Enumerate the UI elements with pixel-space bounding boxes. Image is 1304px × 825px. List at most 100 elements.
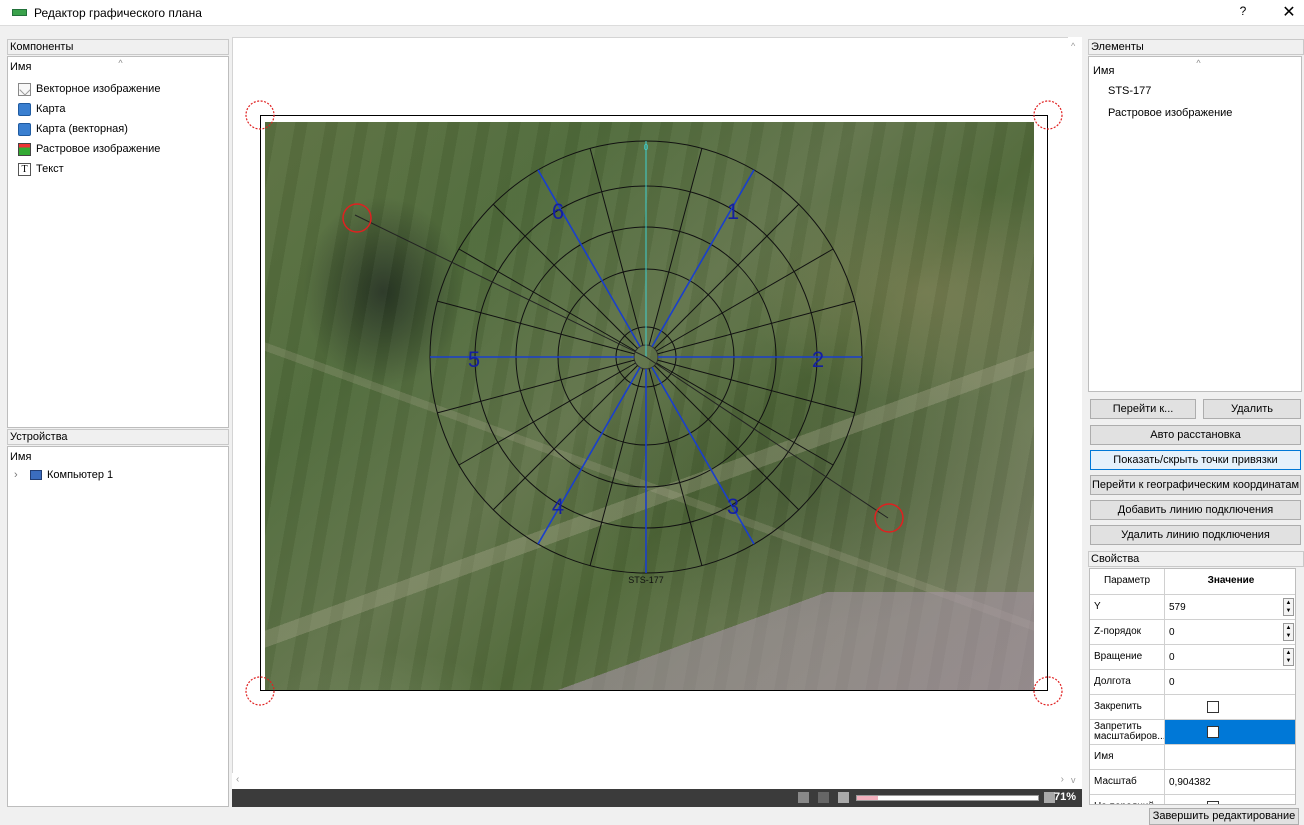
device-computer-1[interactable]: Компьютер 1 xyxy=(30,465,113,485)
sector-label: 4 xyxy=(552,494,564,519)
property-value[interactable] xyxy=(1164,795,1295,804)
map-texture xyxy=(510,592,1034,690)
sort-caret-icon[interactable]: ^ xyxy=(118,58,123,68)
sector-boundary-line xyxy=(537,366,641,545)
property-value[interactable] xyxy=(1164,720,1295,744)
elements-column-header[interactable]: Имя xyxy=(1093,65,1115,77)
property-name: Имя xyxy=(1094,751,1114,762)
toggle-anchor-points-button[interactable]: Показать/скрыть точки привязки xyxy=(1090,450,1301,470)
property-name: Z-порядок xyxy=(1094,626,1142,637)
scroll-up-icon[interactable]: ^ xyxy=(1071,41,1076,51)
property-value[interactable] xyxy=(1164,695,1295,719)
radar-spoke xyxy=(589,368,644,566)
sector-label: 5 xyxy=(468,347,480,372)
scroll-down-icon[interactable]: v xyxy=(1071,775,1076,785)
property-value[interactable] xyxy=(1164,745,1295,769)
goto-button[interactable]: Перейти к... xyxy=(1090,399,1196,419)
property-name: Y xyxy=(1094,601,1101,612)
finish-editing-button[interactable]: Завершить редактирование xyxy=(1149,808,1299,825)
spin-arrows-icon[interactable]: ▲ ▼ xyxy=(1283,598,1294,616)
component-vector-image[interactable]: Векторное изображение xyxy=(18,79,160,99)
add-connection-line-button[interactable]: Добавить линию подключения xyxy=(1090,500,1301,520)
remove-connection-line-button[interactable]: Удалить линию подключения xyxy=(1090,525,1301,545)
zoom-in-icon[interactable] xyxy=(1044,792,1055,803)
scroll-left-icon[interactable]: ‹ xyxy=(236,774,240,785)
radar-spoke xyxy=(492,203,638,349)
property-row[interactable]: Y 579 ▲ ▼ xyxy=(1090,595,1295,620)
property-value[interactable]: 0,904382 xyxy=(1164,770,1295,794)
property-value-text: 0 xyxy=(1169,626,1175,638)
zoom-level: 71% xyxy=(1053,791,1076,803)
spin-arrows-icon[interactable]: ▲ ▼ xyxy=(1283,623,1294,641)
value-column-header[interactable]: Значение xyxy=(1164,569,1295,595)
property-value[interactable]: 0 ▲ ▼ xyxy=(1164,645,1295,669)
properties-header: Свойства xyxy=(1088,551,1304,567)
element-item[interactable]: STS-177 xyxy=(1108,85,1152,97)
spin-arrows-icon[interactable]: ▲ ▼ xyxy=(1283,648,1294,666)
zoom-slider[interactable] xyxy=(856,795,1039,801)
property-row[interactable]: На передний xyxy=(1090,795,1295,804)
property-row[interactable]: Вращение 0 ▲ ▼ xyxy=(1090,645,1295,670)
element-item[interactable]: Растровое изображение xyxy=(1108,107,1233,119)
radar-spoke xyxy=(654,365,800,511)
anchor-point-icon[interactable] xyxy=(245,676,275,706)
devices-column-header[interactable]: Имя xyxy=(10,451,32,463)
anchor-point-icon[interactable] xyxy=(1033,100,1063,130)
properties-table: Параметр Значение Y 579 ▲ ▼ Z-порядок 0 ▲ ▼ Вращ… xyxy=(1089,568,1296,805)
component-label: Растровое изображение xyxy=(36,143,161,155)
property-value[interactable]: 579 ▲ ▼ xyxy=(1164,595,1295,619)
property-row[interactable]: Масштаб 0,904382 xyxy=(1090,770,1295,795)
goto-geo-button[interactable]: Перейти к географическим координатам xyxy=(1090,475,1301,495)
scroll-right-icon[interactable]: › xyxy=(1060,774,1064,785)
devices-panel: Имя › Компьютер 1 xyxy=(7,446,229,807)
component-raster-image[interactable]: Растровое изображение xyxy=(18,139,160,159)
help-button[interactable]: ? xyxy=(1239,4,1247,18)
components-column-header[interactable]: Имя xyxy=(10,61,32,73)
property-value[interactable]: 0 ▲ ▼ xyxy=(1164,620,1295,644)
component-text[interactable]: T Текст xyxy=(18,159,64,179)
component-label: Карта (векторная) xyxy=(36,123,128,135)
property-value[interactable]: 0 xyxy=(1164,670,1295,694)
elements-header: Элементы xyxy=(1088,39,1304,55)
plan-label: STS-177 xyxy=(628,575,664,585)
property-checkbox[interactable] xyxy=(1207,701,1219,713)
property-checkbox[interactable] xyxy=(1207,726,1219,738)
device-anchor-icon[interactable] xyxy=(342,203,372,233)
param-column-header[interactable]: Параметр xyxy=(1090,569,1164,595)
expand-chevron-icon[interactable]: › xyxy=(14,469,18,481)
property-checkbox[interactable] xyxy=(1207,801,1219,804)
sector-boundary-line xyxy=(651,169,755,348)
vector-map-icon xyxy=(18,122,31,136)
property-row[interactable]: Долгота 0 xyxy=(1090,670,1295,695)
close-button[interactable]: ✕ xyxy=(1282,4,1296,21)
anchor-point-icon[interactable] xyxy=(1033,676,1063,706)
text-icon: T xyxy=(18,162,31,176)
property-row[interactable]: Закрепить xyxy=(1090,695,1295,720)
radar-spoke xyxy=(589,148,644,346)
next-icon[interactable] xyxy=(818,792,829,803)
auto-arrange-button[interactable]: Авто расстановка xyxy=(1090,425,1301,445)
device-label: Компьютер 1 xyxy=(47,469,114,481)
device-anchor-icon[interactable] xyxy=(874,503,904,533)
vertical-scrollbar[interactable]: ^ v xyxy=(1068,37,1082,789)
radar-spoke xyxy=(648,148,703,346)
prev-icon[interactable] xyxy=(798,792,809,803)
horizontal-scrollbar[interactable]: ‹ › xyxy=(232,773,1068,789)
anchor-point-icon[interactable] xyxy=(245,100,275,130)
app-icon xyxy=(12,9,27,16)
component-map[interactable]: Карта xyxy=(18,99,65,119)
vector-image-icon xyxy=(18,82,31,96)
property-row[interactable]: Z-порядок 0 ▲ ▼ xyxy=(1090,620,1295,645)
zoom-out-icon[interactable] xyxy=(838,792,849,803)
delete-button[interactable]: Удалить xyxy=(1203,399,1301,419)
sort-caret-icon[interactable]: ^ xyxy=(1196,58,1201,68)
component-vector-map[interactable]: Карта (векторная) xyxy=(18,119,128,139)
radar-spoke xyxy=(648,368,703,566)
raster-map-image[interactable] xyxy=(265,122,1034,690)
property-name: Запретить масштабиров... xyxy=(1094,721,1166,742)
property-row[interactable]: Запретить масштабиров... xyxy=(1090,720,1295,745)
radar-spoke xyxy=(458,248,636,352)
radar-spoke xyxy=(656,362,834,466)
property-row[interactable]: Имя xyxy=(1090,745,1295,770)
radar-spoke xyxy=(437,300,635,355)
